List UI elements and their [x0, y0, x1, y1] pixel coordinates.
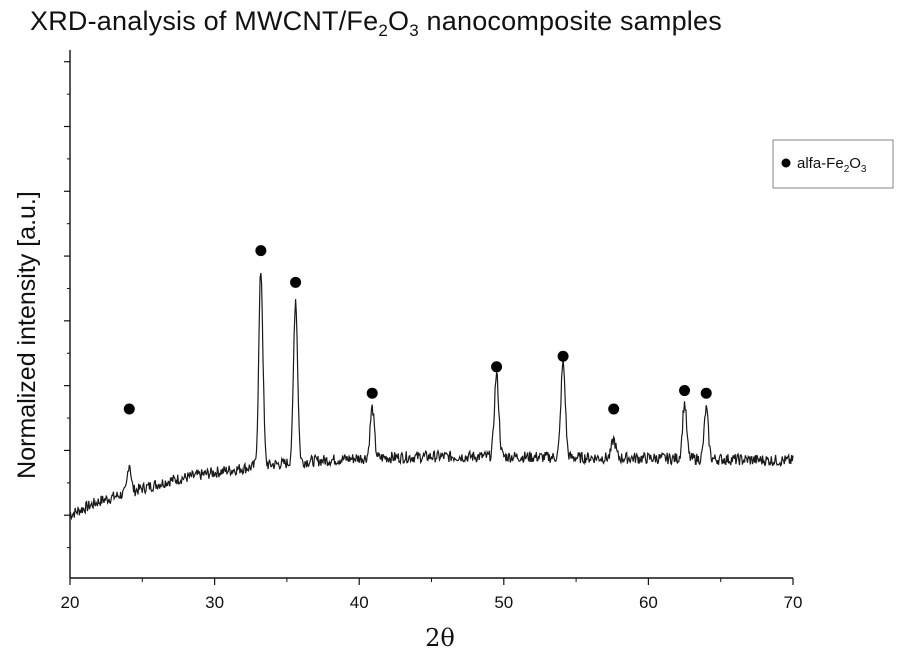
peak-marker	[679, 385, 691, 397]
chart-title: XRD-analysis of MWCNT/Fe2O3 nanocomposit…	[30, 6, 722, 40]
x-tick-label: 40	[350, 593, 369, 612]
legend: alfa-Fe2O3	[772, 139, 894, 189]
peak-markers	[123, 245, 712, 415]
peak-marker	[700, 387, 712, 399]
x-tick-label: 60	[639, 593, 658, 612]
legend-box	[772, 139, 894, 189]
x-tick-label: 70	[784, 593, 803, 612]
xrd-series-line	[69, 272, 794, 521]
x-tick-label: 30	[205, 593, 224, 612]
peak-marker	[557, 350, 569, 362]
x-tick-label: 50	[494, 593, 513, 612]
peak-marker	[290, 276, 302, 288]
legend-label: alfa-Fe2O3	[797, 155, 867, 175]
axes	[69, 50, 793, 579]
x-tick-label: 20	[61, 593, 80, 612]
x-axis-label: 2θ	[425, 624, 455, 652]
y-ticks	[64, 61, 70, 549]
peak-marker	[123, 403, 135, 415]
peak-marker	[366, 387, 378, 399]
peak-marker	[608, 403, 620, 415]
y-axis-label: Normalized intensity [a.u.]	[13, 191, 41, 479]
x-ticks: 20 30 40 50 60 70	[61, 578, 803, 612]
legend-marker	[781, 158, 791, 168]
peak-marker	[255, 245, 267, 257]
peak-marker	[491, 361, 503, 373]
